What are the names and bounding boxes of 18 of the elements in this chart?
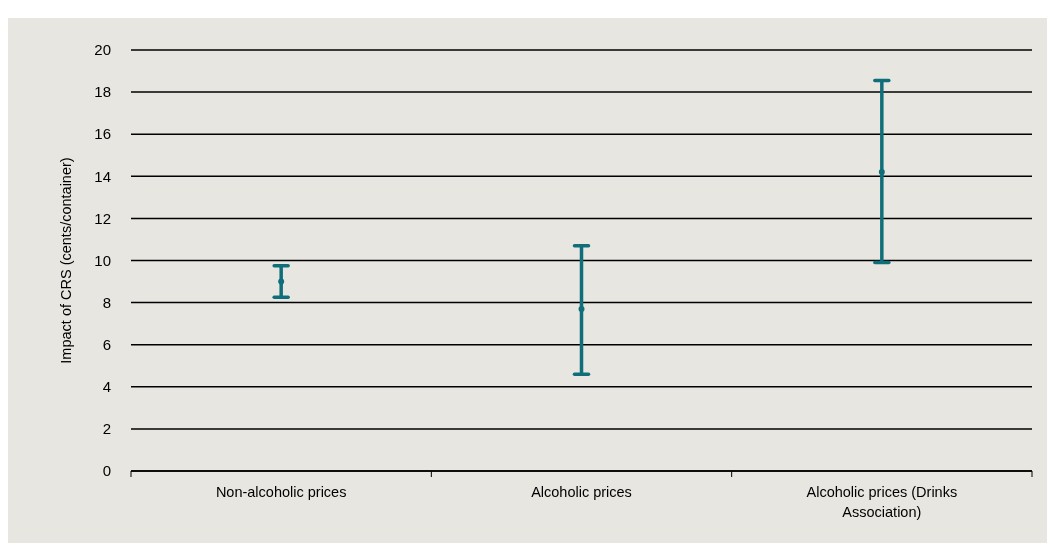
y-tick-label: 18 bbox=[94, 83, 111, 101]
x-tick-label: Alcoholic prices (Drinks Association) bbox=[806, 484, 958, 520]
x-tick-label: Non-alcoholic prices bbox=[215, 484, 347, 500]
x-tick-label: Alcoholic prices bbox=[531, 484, 632, 500]
y-tick-label: 0 bbox=[102, 462, 111, 480]
y-tick-label: 12 bbox=[94, 209, 111, 227]
y-axis-title: Impact of CRS (cents/container) bbox=[58, 157, 74, 364]
y-tick-label: 10 bbox=[94, 251, 111, 269]
y-tick-label: 14 bbox=[94, 167, 111, 185]
y-tick-label: 6 bbox=[102, 335, 111, 353]
y-tick-label: 4 bbox=[102, 378, 111, 396]
y-tick-label: 16 bbox=[94, 125, 111, 143]
y-tick-label: 8 bbox=[102, 293, 111, 311]
point bbox=[278, 278, 285, 285]
y-tick-label: 2 bbox=[102, 420, 111, 438]
y-tick-label: 20 bbox=[94, 41, 111, 59]
point bbox=[878, 169, 885, 176]
point bbox=[578, 305, 585, 312]
